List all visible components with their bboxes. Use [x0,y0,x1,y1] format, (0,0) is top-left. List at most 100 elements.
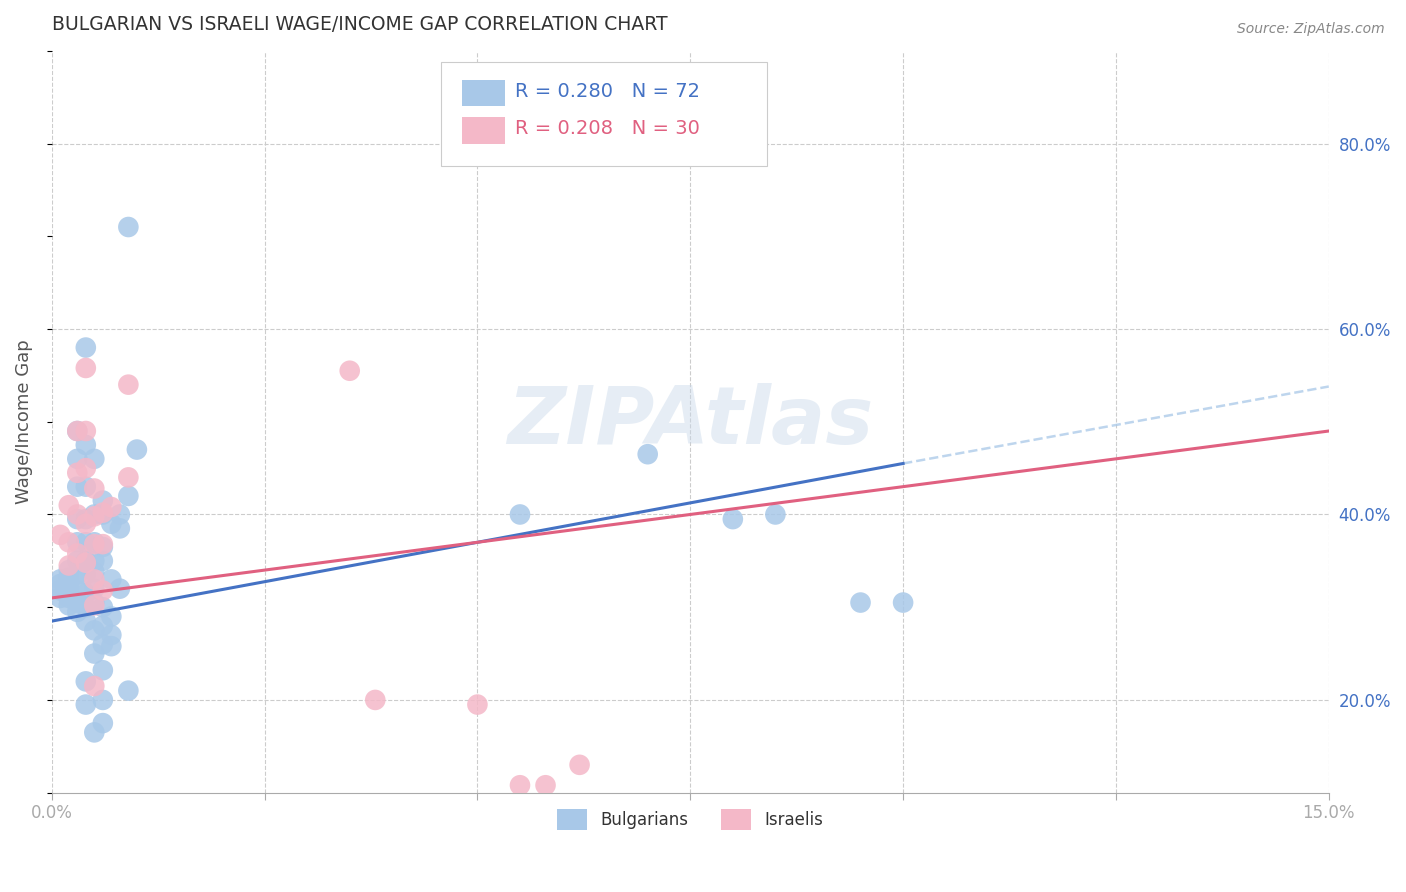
FancyBboxPatch shape [461,79,505,106]
Point [83,725,105,739]
Point [83,508,105,522]
Point [66,546,89,560]
Point [91,554,114,568]
Point [58,577,80,591]
Point [75,674,97,689]
Point [75,438,97,452]
Point [100,516,122,531]
Point [75,586,97,600]
Point [568,757,591,772]
FancyBboxPatch shape [461,117,505,144]
Point [83,509,105,524]
Point [75,512,97,526]
Point [117,683,139,698]
Point [100,639,122,653]
Point [108,508,131,522]
Point [100,500,122,514]
Point [58,498,80,512]
Point [66,451,89,466]
Point [91,619,114,633]
Point [66,605,89,619]
Point [117,220,139,235]
Point [75,567,97,582]
Point [91,600,114,615]
Point [75,554,97,568]
Point [125,442,148,457]
Point [83,554,105,568]
Point [91,493,114,508]
Point [66,554,89,568]
Point [66,424,89,438]
Point [91,540,114,554]
Point [58,558,80,573]
Point [849,596,872,610]
Point [91,583,114,598]
Point [66,512,89,526]
Legend: Bulgarians, Israelis: Bulgarians, Israelis [550,803,831,836]
Point [75,698,97,712]
Point [83,679,105,693]
Point [58,583,80,598]
Point [75,341,97,355]
Point [75,461,97,475]
Point [49,528,72,542]
Point [83,596,105,610]
Point [108,582,131,596]
Point [83,537,105,551]
Point [66,424,89,438]
Point [117,470,139,484]
Point [66,583,89,598]
Point [75,556,97,570]
Point [83,565,105,579]
Point [75,535,97,549]
FancyBboxPatch shape [441,62,766,166]
Point [117,377,139,392]
Point [509,508,531,522]
Point [721,512,744,526]
Point [108,521,131,535]
Point [66,535,89,549]
Point [100,609,122,624]
Point [339,364,361,378]
Point [891,596,914,610]
Point [117,489,139,503]
Text: Source: ZipAtlas.com: Source: ZipAtlas.com [1237,22,1385,37]
Point [66,480,89,494]
Point [83,573,105,587]
Point [763,508,786,522]
Point [75,600,97,615]
Point [75,361,97,376]
Point [58,599,80,613]
Point [364,693,387,707]
Text: R = 0.280   N = 72: R = 0.280 N = 72 [516,82,700,101]
Point [91,637,114,651]
Point [58,563,80,577]
Point [75,480,97,494]
Point [91,716,114,731]
Point [91,663,114,677]
Point [66,567,89,582]
Point [66,466,89,480]
Text: BULGARIAN VS ISRAELI WAGE/INCOME GAP CORRELATION CHART: BULGARIAN VS ISRAELI WAGE/INCOME GAP COR… [52,15,668,34]
Point [49,573,72,587]
Point [58,570,80,584]
Y-axis label: Wage/Income Gap: Wage/Income Gap [15,339,32,504]
Point [100,628,122,642]
Point [83,582,105,596]
Point [75,614,97,628]
Point [75,516,97,531]
Point [83,599,105,613]
Point [91,537,114,551]
Point [66,508,89,522]
Point [66,596,89,610]
Point [58,535,80,549]
Point [91,506,114,520]
Point [83,482,105,496]
Point [534,778,557,792]
Point [49,583,72,598]
Text: R = 0.208   N = 30: R = 0.208 N = 30 [516,120,700,138]
Point [75,424,97,438]
Point [49,591,72,605]
Point [637,447,659,461]
Point [91,508,114,522]
